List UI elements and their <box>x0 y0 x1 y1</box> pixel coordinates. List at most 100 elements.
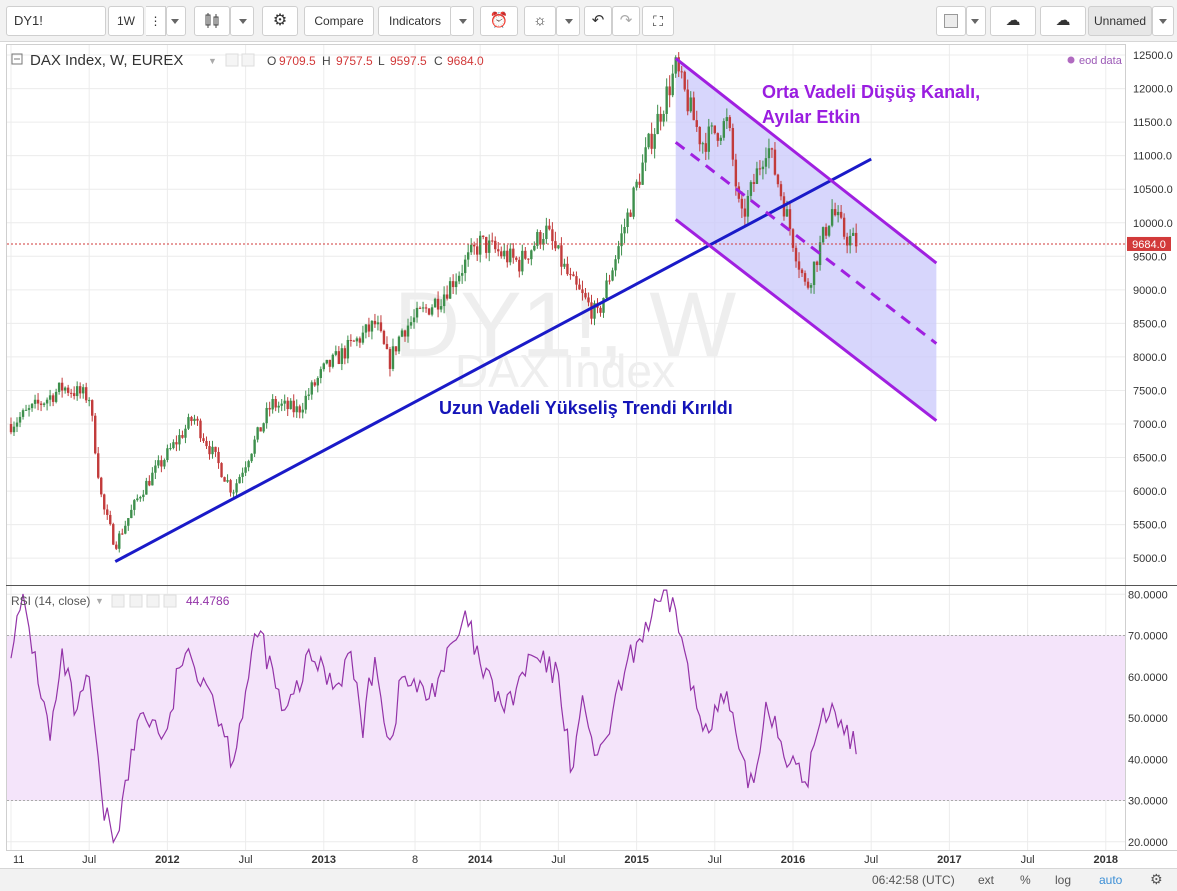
percent-toggle[interactable]: % <box>1020 873 1031 887</box>
candle-body <box>286 400 289 410</box>
rsi-settings-icon[interactable] <box>129 594 143 608</box>
candle-body <box>509 248 512 263</box>
color-dropdown-icon[interactable] <box>966 6 986 36</box>
rsi-add-icon[interactable] <box>146 594 160 608</box>
price-tick-label: 12500.0 <box>1133 50 1173 62</box>
candle-body <box>253 439 256 454</box>
channel-annotation-line2[interactable]: Ayılar Etkin <box>762 107 860 127</box>
status-settings-icon[interactable]: ⚙ <box>1150 871 1163 887</box>
candle-body <box>45 399 49 404</box>
cloud-upload-icon[interactable]: ☁ <box>1040 6 1086 36</box>
candle-body <box>563 263 566 267</box>
candle-body <box>475 246 479 255</box>
time-tick-label: Jul <box>864 854 878 866</box>
candle-body <box>482 235 485 237</box>
ext-toggle[interactable]: ext <box>978 873 995 887</box>
chart-area[interactable]: DY1!, W DAX Index Orta Vadeli Düşüş Kana… <box>0 42 1177 868</box>
candle-body <box>274 398 277 408</box>
rsi-tick-label: 30.0000 <box>1128 796 1168 808</box>
layout-name-button[interactable]: Unnamed <box>1088 6 1152 36</box>
interval-dropdown-icon[interactable] <box>166 6 186 36</box>
candle-body <box>229 480 232 493</box>
time-tick-label: 2014 <box>468 854 493 866</box>
color-square-icon[interactable] <box>936 6 966 36</box>
candle-body <box>322 363 325 370</box>
candle-body <box>710 125 713 127</box>
time-axis[interactable]: 11 Jul 2012 Jul 2013 8 2014 Jul 2015 Jul 2016 Jul 20… <box>13 854 1118 866</box>
chart-style-dropdown-icon[interactable] <box>230 6 254 36</box>
candle-body <box>178 435 181 445</box>
settings-gear-icon[interactable]: ⚙ <box>262 6 298 36</box>
rsi-visibility-icon[interactable] <box>111 594 125 608</box>
rsi-close-icon[interactable] <box>163 594 177 608</box>
more-options-icon[interactable]: ⋮ <box>146 6 166 36</box>
channel-lower-line[interactable] <box>674 218 938 422</box>
candle-body <box>605 280 608 298</box>
long-term-trendline[interactable] <box>114 157 872 563</box>
candle-body <box>391 346 395 369</box>
price-tick-label: 11000.0 <box>1133 151 1172 163</box>
candle-body <box>851 232 855 236</box>
visibility-eye-icon[interactable] <box>225 53 239 67</box>
idea-bulb-icon[interactable]: ☼ <box>524 6 556 36</box>
rsi-axis[interactable]: 20.0000 30.0000 40.0000 50.0000 60.0000 70.00… <box>1128 589 1168 849</box>
chart-canvas[interactable]: DY1!, W DAX Index Orta Vadeli Düşüş Kana… <box>0 42 1177 868</box>
candle-body <box>307 394 310 396</box>
candle-body <box>295 406 298 413</box>
candle-body <box>88 400 91 402</box>
candle-body <box>18 416 22 423</box>
chart-style-icon[interactable] <box>194 6 230 36</box>
candle-body <box>638 181 641 185</box>
interval-button[interactable]: 1W <box>108 6 144 36</box>
eod-data-label: eod data <box>1079 55 1123 67</box>
eod-dot-icon <box>1067 56 1075 64</box>
close-label: C <box>434 54 443 68</box>
compare-button[interactable]: Compare <box>304 6 374 36</box>
idea-dropdown-icon[interactable] <box>556 6 580 36</box>
candle-body <box>109 514 112 525</box>
candle-body <box>355 338 359 342</box>
candle-body <box>791 229 795 248</box>
candle-body <box>764 158 768 167</box>
indicators-dropdown-icon[interactable] <box>450 6 474 36</box>
candle-body <box>554 241 557 249</box>
log-toggle[interactable]: log <box>1055 873 1072 887</box>
rsi-tick-label: 20.0000 <box>1128 837 1168 849</box>
candle-body <box>614 259 617 271</box>
collapse-icon[interactable] <box>11 53 23 65</box>
open-value: 9709.5 <box>279 54 316 68</box>
channel-middle-line[interactable] <box>674 141 938 345</box>
channel-annotation-line1[interactable]: Orta Vadeli Düşüş Kanalı, <box>762 82 980 102</box>
indicators-button[interactable]: Indicators <box>378 6 452 36</box>
undo-icon[interactable]: ↶ <box>584 6 612 36</box>
auto-toggle[interactable]: auto <box>1099 873 1123 887</box>
alert-clock-icon[interactable]: ⏰ <box>480 6 518 36</box>
cloud-download-icon[interactable]: ☁ <box>990 6 1036 36</box>
candle-body <box>103 494 106 510</box>
candle-body <box>151 472 154 486</box>
candle-body <box>247 461 250 468</box>
symbol-input[interactable]: DY1! <box>6 6 106 36</box>
candle-body <box>578 284 581 290</box>
trend-annotation[interactable]: Uzun Vadeli Yükseliş Trendi Kırıldı <box>439 398 733 418</box>
candle-body <box>12 426 16 433</box>
price-axis[interactable]: 5000.0 5500.0 6000.0 6500.0 7000.0 7500.0 8000… <box>1133 50 1173 565</box>
fullscreen-icon[interactable]: ⛶ <box>642 6 674 36</box>
candle-body <box>75 386 79 397</box>
candle-body <box>827 225 831 236</box>
candle-body <box>181 435 184 438</box>
rsi-line <box>10 589 857 845</box>
candle-body <box>148 480 151 486</box>
candle-body <box>427 308 431 315</box>
series-title-caret[interactable]: ▼ <box>208 56 217 66</box>
candle-body <box>536 232 539 246</box>
candle-body <box>280 403 283 406</box>
candle-body <box>785 209 789 217</box>
redo-icon[interactable]: ↷ <box>612 6 640 36</box>
layout-dropdown-icon[interactable] <box>1152 6 1174 36</box>
candle-body <box>641 162 644 185</box>
rsi-title-caret[interactable]: ▼ <box>95 596 104 606</box>
series-settings-icon[interactable] <box>241 53 255 67</box>
candle-body <box>572 274 575 277</box>
channel-upper-line[interactable] <box>674 57 938 265</box>
